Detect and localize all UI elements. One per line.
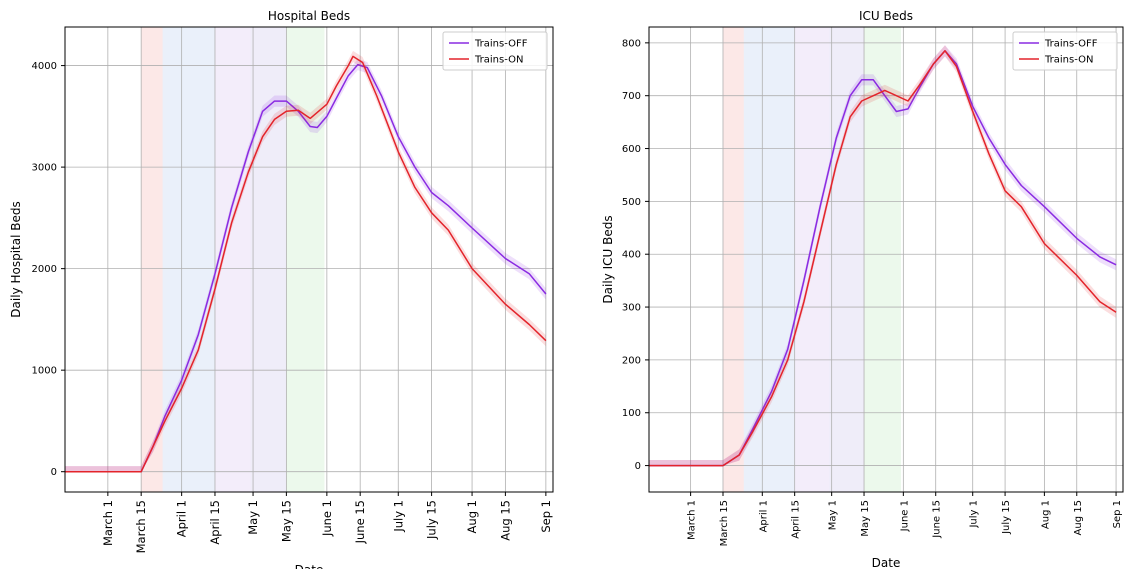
shaded-period-5	[286, 27, 325, 492]
shaded-period-1	[141, 27, 163, 492]
y-tick-label: 0	[51, 467, 57, 478]
x-tick-label: Aug 1	[1040, 500, 1051, 529]
x-tick-label: April 1	[175, 500, 189, 537]
x-tick-label: May 1	[828, 500, 839, 530]
x-tick-label: July 15	[1001, 500, 1012, 535]
legend-label-1: Trains-ON	[1044, 55, 1093, 66]
y-tick-label: 400	[622, 250, 641, 261]
shaded-period-4	[829, 27, 865, 492]
y-axis-label: Daily ICU Beds	[601, 215, 615, 303]
y-tick-label: 2000	[32, 264, 57, 275]
x-tick-label: Aug 15	[498, 500, 512, 541]
shaded-period-1	[722, 27, 744, 492]
series-line-0	[65, 63, 547, 473]
x-tick-label: July 15	[425, 500, 439, 540]
legend: Trains-OFF Trains-ON	[1012, 31, 1118, 71]
y-tick-label: 600	[622, 144, 641, 155]
x-tick-label: July 1	[969, 500, 980, 529]
y-tick-label: 700	[622, 91, 641, 102]
shaded-period-2	[743, 27, 795, 492]
y-tick-label: 500	[622, 197, 641, 208]
x-tick-label: June 1	[320, 500, 334, 537]
x-tick-label: June 15	[353, 500, 367, 544]
x-tick-label: March 1	[687, 500, 698, 540]
axes-frame	[648, 26, 1124, 493]
x-tick-label: April 15	[208, 500, 222, 545]
y-axis-label: Daily Hospital Beds	[9, 201, 23, 317]
x-axis-label: Date	[295, 563, 324, 569]
shaded-period-4	[250, 27, 287, 492]
y-tick-label: 1000	[32, 366, 57, 377]
x-tick-label: April 15	[791, 500, 802, 539]
icu-beds-panel: 0 100 200 300 400 500 600 700 800 March 1 March 15…	[601, 9, 1124, 569]
series-band-0	[649, 45, 1117, 466]
series-line-1	[65, 55, 547, 473]
x-axis-label: Date	[872, 556, 901, 569]
x-tick-label: May 15	[279, 500, 293, 542]
y-tick-label: 0	[635, 461, 641, 472]
shaded-period-5	[864, 27, 902, 492]
y-tick-label: 800	[622, 38, 641, 49]
x-tick-label: Sep 1	[1112, 500, 1123, 528]
axes-frame	[64, 26, 554, 493]
y-tick-label: 100	[622, 408, 641, 419]
legend-label-0: Trains-OFF	[1044, 39, 1098, 50]
series-line-0	[649, 50, 1117, 467]
x-tick-label: Sep 1	[539, 500, 553, 533]
chart-title: Hospital Beds	[268, 9, 350, 23]
x-tick-label: June 15	[932, 500, 943, 539]
x-tick-label: May 15	[860, 500, 871, 537]
x-tick-label: July 1	[391, 500, 405, 533]
legend-label-1: Trains-ON	[474, 55, 523, 66]
y-tick-label: 200	[622, 355, 641, 366]
x-tick-label: June 1	[899, 500, 910, 532]
y-tick-label: 4000	[32, 61, 57, 72]
x-tick-label: Aug 1	[465, 500, 479, 533]
x-tick-label: Aug 15	[1073, 500, 1084, 535]
y-tick-label: 300	[622, 303, 641, 314]
legend: Trains-OFF Trains-ON	[442, 31, 548, 71]
legend-box	[442, 31, 548, 71]
shaded-period-3	[214, 27, 251, 492]
series-line-1	[649, 50, 1117, 467]
shaded-period-3	[794, 27, 830, 492]
x-tick-label: March 1	[101, 500, 115, 546]
legend-box	[1012, 31, 1118, 71]
x-tick-label: March 15	[719, 500, 730, 546]
x-tick-label: May 1	[246, 500, 260, 535]
x-tick-label: April 1	[758, 500, 769, 532]
y-tick-label: 3000	[32, 163, 57, 174]
x-tick-label: March 15	[134, 500, 148, 553]
hospital-beds-panel: 0 1000 2000 3000 4000 March 1 March 15 April 1 A…	[9, 9, 554, 569]
legend-label-0: Trains-OFF	[474, 39, 528, 50]
chart-title: ICU Beds	[859, 9, 913, 23]
shaded-period-2	[162, 27, 215, 492]
